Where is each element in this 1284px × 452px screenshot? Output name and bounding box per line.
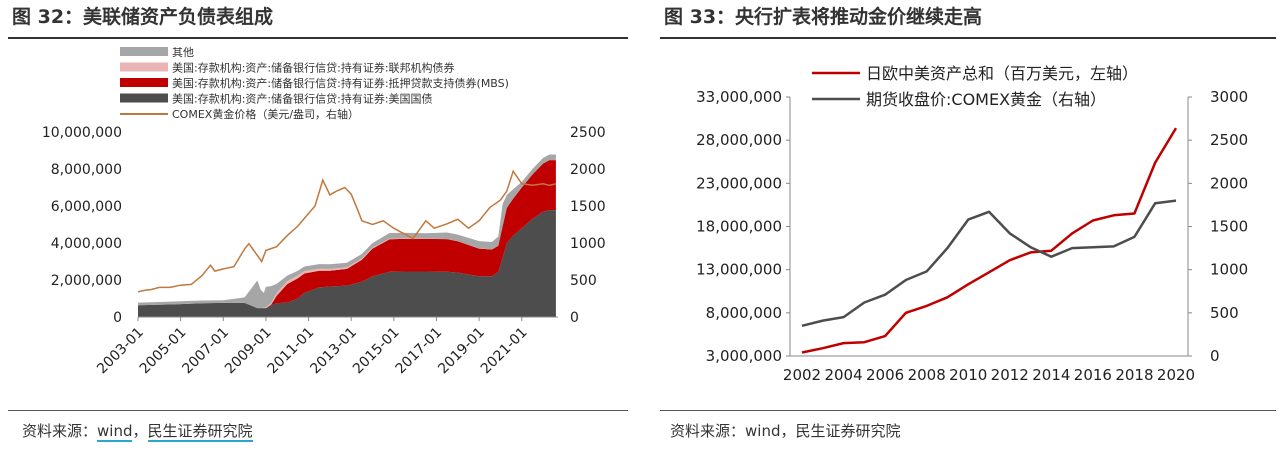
- left-source-prefix: 资料来源：: [22, 422, 98, 440]
- left-top-rule: [8, 37, 628, 39]
- left-x-tick-label: 2021-01: [478, 325, 531, 378]
- right-x-tick-label: 2004: [824, 366, 862, 384]
- left-y-tick-label: 4,000,000: [51, 236, 122, 252]
- right-x-tick-label: 2020: [1157, 366, 1195, 384]
- right-x-tick-label: 2016: [1074, 366, 1112, 384]
- left-stacked-areas: [138, 154, 556, 317]
- left-panel: 图 32：美联储资产负债表组成 其他美国:存款机构:资产:储备银行信贷:持有证券…: [0, 0, 640, 452]
- right-legend-label-1: 期货收盘价:COMEX黄金（右轴）: [866, 90, 1106, 109]
- right-y-right-tick-label: 1500: [1210, 218, 1248, 236]
- left-y-right-tick-label: 1000: [570, 236, 606, 252]
- left-source: 资料来源：wind，民生证券研究院: [22, 420, 253, 442]
- left-y-tick-label: 8,000,000: [51, 162, 122, 178]
- right-figure-title: 图 33：央行扩表将推动金价继续走高: [664, 6, 983, 28]
- left-legend: 其他美国:存款机构:资产:储备银行信贷:持有证券:联邦机构债券美国:存款机构:资…: [120, 46, 509, 121]
- left-y-right-tick-label: 1500: [570, 199, 606, 215]
- right-x-tick-label: 2002: [783, 366, 821, 384]
- left-chart: 其他美国:存款机构:资产:储备银行信贷:持有证券:联邦机构债券美国:存款机构:资…: [42, 46, 606, 378]
- right-y-left-tick-label: 8,000,000: [706, 304, 782, 322]
- left-y-tick-label: 2,000,000: [51, 273, 122, 289]
- left-y-right-tick-label: 2500: [570, 125, 606, 141]
- right-y-right-tick-label: 1000: [1210, 261, 1248, 279]
- right-y-left-tick-label: 23,000,000: [696, 174, 782, 192]
- left-gold-price-line: [137, 169, 557, 293]
- right-y-left-tick-label: 18,000,000: [696, 218, 782, 236]
- right-source-org: 民生证券研究院: [795, 422, 901, 440]
- right-y-right-tick-label: 2500: [1210, 131, 1248, 149]
- right-series-line-0: [801, 127, 1178, 354]
- right-y-left-tick-label: 3,000,000: [706, 347, 782, 365]
- right-y-left-tick-label: 33,000,000: [696, 88, 782, 106]
- right-x-tick-label: 2010: [949, 366, 987, 384]
- right-bottom-rule: [660, 410, 1276, 411]
- left-x-ticks: 2003-012005-012007-012009-012011-012013-…: [94, 317, 531, 378]
- right-panel: 图 33：央行扩表将推动金价继续走高 日欧中美资产总和（百万美元，左轴） 期货收盘…: [652, 0, 1284, 452]
- left-y-right-tick-label: 500: [570, 273, 597, 289]
- left-legend-swatch-2: [120, 78, 168, 87]
- left-source-link[interactable]: wind: [97, 422, 133, 442]
- left-source-org: 民生证券研究院: [147, 422, 253, 442]
- left-legend-swatch-3: [120, 93, 168, 103]
- left-legend-label-0: 其他: [172, 46, 194, 59]
- right-y-right-tick-label: 3000: [1210, 88, 1248, 106]
- right-x-tick-label: 2006: [866, 366, 904, 384]
- left-y-left-ticks: 0 2,000,000 4,000,000 6,000,000 8,000,000 10,…: [42, 125, 122, 326]
- left-bottom-rule: [8, 410, 628, 411]
- left-legend-label-4: COMEX黄金价格（美元/盎司，右轴）: [172, 107, 359, 121]
- right-chart: 日欧中美资产总和（百万美元，左轴） 期货收盘价:COMEX黄金（右轴） 3,000,…: [696, 64, 1248, 384]
- right-legend-label-0: 日欧中美资产总和（百万美元，左轴）: [866, 64, 1138, 83]
- left-legend-label-1: 美国:存款机构:资产:储备银行信贷:持有证券:联邦机构债券: [172, 61, 455, 75]
- right-y-left-ticks: 3,000,000 8,000,000 13,000,000 18,000,000 23…: [696, 88, 790, 365]
- left-legend-label-3: 美国:存款机构:资产:储备银行信贷:持有证券:美国国债: [172, 92, 433, 106]
- right-source-prefix: 资料来源：: [670, 422, 746, 440]
- left-y-tick-label: 10,000,000: [42, 125, 122, 141]
- right-x-tick-label: 2012: [991, 366, 1029, 384]
- right-y-right-tick-label: 500: [1210, 304, 1239, 322]
- right-x-tick-label: 2018: [1115, 366, 1153, 384]
- right-y-right-tick-label: 0: [1210, 347, 1220, 365]
- right-series-line-1: [801, 199, 1177, 328]
- right-top-rule: [660, 37, 1276, 39]
- left-source-sep: ，: [132, 422, 148, 440]
- right-y-right-ticks: 0 500 1000 1500 2000 2500 3000: [1188, 88, 1248, 365]
- right-y-left-tick-label: 13,000,000: [696, 261, 782, 279]
- left-legend-swatch-0: [120, 47, 168, 56]
- left-figure-title: 图 32：美联储资产负债表组成: [12, 6, 274, 28]
- right-source: 资料来源：wind，民生证券研究院: [670, 420, 901, 441]
- right-y-right-tick-label: 2000: [1210, 174, 1248, 192]
- right-source-sep: ，: [780, 422, 796, 440]
- right-x-ticks: 2002 2004 2006 2008 2010 2012 2014 2016 2018 2020: [783, 366, 1195, 384]
- left-y-right-ticks: 0 500 1000 1500 2000 2500: [570, 125, 606, 326]
- left-legend-swatch-1: [120, 62, 168, 72]
- left-legend-label-2: 美国:存款机构:资产:储备银行信贷:持有证券:抵押贷款支持债券(MBS): [172, 76, 509, 90]
- left-area-series-0: [138, 210, 556, 317]
- right-y-left-tick-label: 28,000,000: [696, 131, 782, 149]
- right-x-tick-label: 2008: [908, 366, 946, 384]
- left-y-right-tick-label: 0: [570, 310, 579, 326]
- left-y-right-tick-label: 2000: [570, 162, 606, 178]
- right-legend: 日欧中美资产总和（百万美元，左轴） 期货收盘价:COMEX黄金（右轴）: [812, 64, 1138, 109]
- left-y-tick-label: 6,000,000: [51, 199, 122, 215]
- left-y-tick-label: 0: [113, 310, 122, 326]
- left-area-series-1: [138, 160, 556, 309]
- right-source-link[interactable]: wind: [745, 422, 781, 440]
- right-x-tick-label: 2014: [1032, 366, 1070, 384]
